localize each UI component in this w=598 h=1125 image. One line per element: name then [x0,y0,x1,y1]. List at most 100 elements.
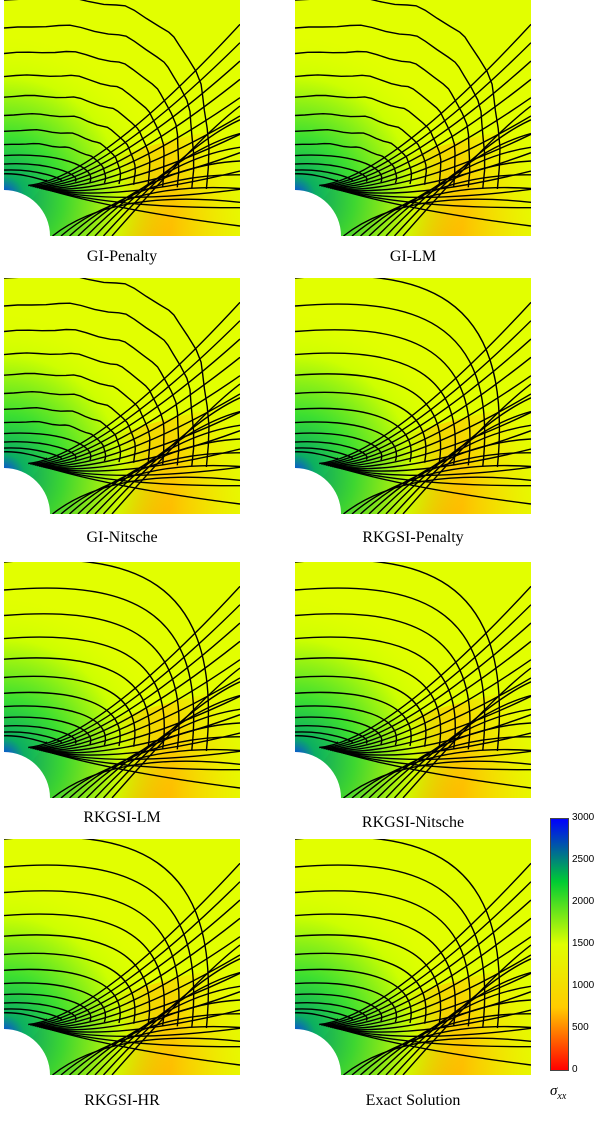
contour-line [295,716,383,745]
contour-line [342,752,531,789]
contour-line [368,438,531,514]
contour-line [43,714,240,754]
contour-line [4,432,92,461]
contour-line [45,170,240,194]
contour-lines [4,562,240,798]
contour-line [295,735,339,744]
contour-line [34,917,240,1027]
contour-line [295,636,456,749]
contour-line [351,1025,531,1075]
contour-line [360,736,531,798]
contour-line [325,917,531,1027]
contour-lines [4,278,240,514]
colorbar-tick-0: 0 [572,1064,578,1075]
contour-line [325,78,531,188]
contour-lines [295,278,531,514]
contour-line [295,691,412,747]
contour-line [51,190,240,227]
contour-line [295,993,383,1022]
contour-line [351,464,531,514]
contour-line [393,681,531,798]
contour-line [295,913,456,1026]
contour-line [295,1012,339,1021]
contour-line [4,420,107,462]
contour-line [295,74,456,187]
contour-line [295,128,413,185]
contour-line [4,993,92,1022]
contour-line [393,397,531,514]
contour-lines [295,839,531,1075]
contour-line [332,133,531,190]
contour-line [295,352,456,465]
contour-line [77,438,240,514]
colorbar-tick-2000: 2000 [572,896,595,907]
contour-line [319,585,531,749]
contour-line [36,659,240,751]
contour-line [41,411,240,468]
contour-line [102,681,240,798]
contour-line [368,999,531,1075]
contour-line [4,451,48,460]
contour-line [295,303,486,467]
contour-line [77,722,240,798]
contour-line [52,476,240,514]
contour-line [295,278,501,468]
contour-line [402,383,531,514]
contour-plot-rkgsi-nitsche [295,562,531,798]
contour-line [368,160,531,236]
contour-line [351,186,531,236]
contour-plot-rkgsi-hr [4,839,240,1075]
contour-line [323,622,531,750]
contour-line [4,328,180,466]
contour-line [4,173,48,182]
contour-line [4,716,92,745]
contour-line [69,1013,240,1075]
contour-line [321,604,531,749]
contour-line [4,731,62,744]
contour-line [52,1037,240,1075]
contour-line [28,862,240,1026]
contour-line [319,23,531,187]
contour-line [45,732,240,756]
colorbar-tick-3000: 3000 [572,812,595,823]
contour-line [295,675,427,747]
caption-rkgsi-lm: RKGSI-LM [83,809,161,826]
contour-line [332,695,531,752]
contour-line [334,152,531,192]
contour-plot-exact-solution [295,839,531,1075]
contour-line [295,50,471,188]
contour-line [343,198,531,236]
contour-line [402,105,531,236]
contour-line [295,447,353,460]
contour-line [111,383,240,514]
contour-line [295,451,339,460]
contour-line [4,1012,48,1021]
colorbar-tick-1000: 1000 [572,980,595,991]
contour-line [295,613,471,750]
contour-line [43,991,240,1031]
contour-lines [295,562,531,798]
contour-line [69,174,240,236]
contour-line [4,278,210,468]
contour-line [4,562,210,752]
contour-line [4,406,122,463]
colorbar-tick-2500: 2500 [572,854,595,865]
contour-line [111,667,240,798]
contour-line [4,657,151,748]
contour-line [4,0,210,190]
contour-line [4,675,136,747]
contour-line [4,735,48,744]
contour-line [60,748,240,798]
contour-line [4,968,121,1024]
caption-gi-lm: GI-LM [389,248,437,265]
contour-line [319,862,531,1026]
hole [295,468,341,514]
contour-line [4,94,151,186]
contour-line [4,50,180,188]
contour-line [360,452,531,514]
hole [295,1029,341,1075]
contour-line [332,411,531,468]
contour-line [393,119,531,236]
contour-line [334,991,531,1031]
contour-line [30,881,240,1026]
